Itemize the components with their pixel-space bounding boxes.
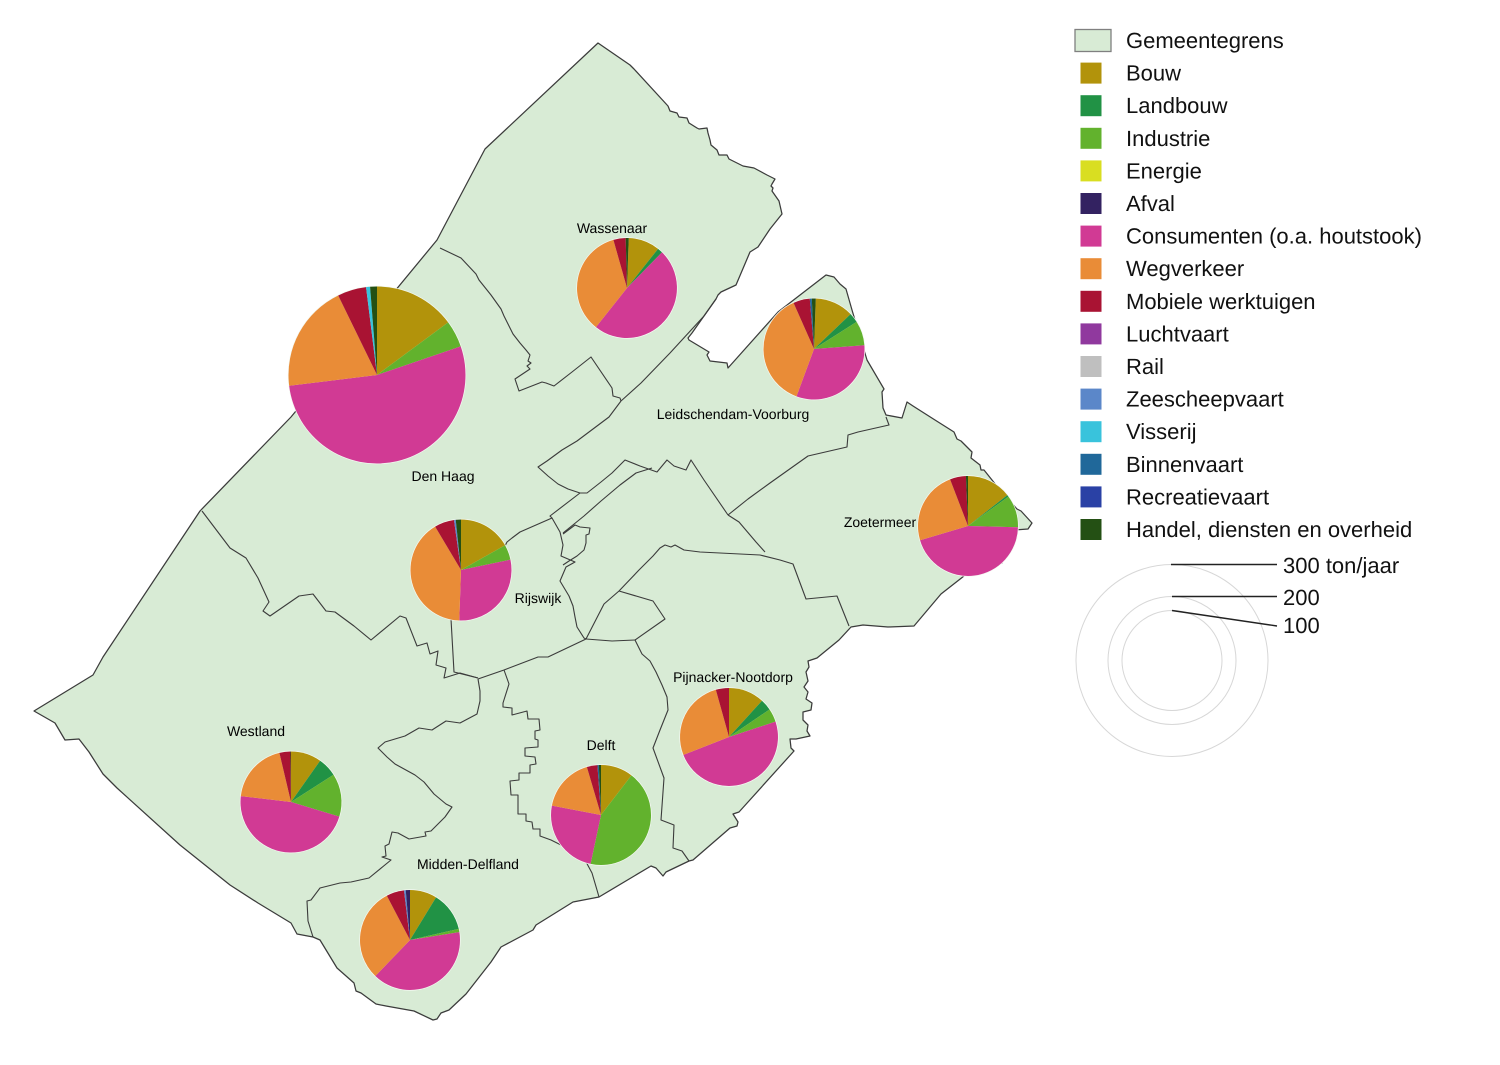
svg-text:Handel, diensten en overheid: Handel, diensten en overheid [1126, 517, 1412, 542]
svg-text:Landbouw: Landbouw [1126, 93, 1228, 118]
svg-text:Gemeentegrens: Gemeentegrens [1126, 28, 1284, 53]
svg-text:Westland: Westland [227, 723, 285, 739]
svg-text:Midden-Delfland: Midden-Delfland [417, 856, 519, 872]
svg-text:Wassenaar: Wassenaar [577, 220, 648, 236]
svg-text:300 ton/jaar: 300 ton/jaar [1283, 553, 1399, 578]
svg-text:Zeescheepvaart: Zeescheepvaart [1126, 387, 1284, 412]
svg-text:Mobiele werktuigen: Mobiele werktuigen [1126, 289, 1316, 314]
svg-text:Pijnacker-Nootdorp: Pijnacker-Nootdorp [673, 669, 793, 685]
svg-text:Den Haag: Den Haag [411, 468, 474, 484]
svg-text:Zoetermeer: Zoetermeer [844, 514, 917, 530]
svg-text:Visserij: Visserij [1126, 419, 1197, 444]
svg-text:Binnenvaart: Binnenvaart [1126, 452, 1243, 477]
svg-text:Rijswijk: Rijswijk [515, 590, 563, 606]
svg-text:Delft: Delft [587, 737, 616, 753]
svg-text:Bouw: Bouw [1126, 61, 1181, 86]
svg-text:Afval: Afval [1126, 191, 1175, 216]
svg-text:Rail: Rail [1126, 354, 1164, 379]
svg-text:Recreatievaart: Recreatievaart [1126, 484, 1269, 509]
svg-text:Industrie: Industrie [1126, 126, 1210, 151]
svg-text:Wegverkeer: Wegverkeer [1126, 256, 1244, 281]
svg-text:100: 100 [1283, 613, 1320, 638]
svg-text:200: 200 [1283, 585, 1320, 610]
svg-text:Energie: Energie [1126, 158, 1202, 183]
svg-text:Leidschendam-Voorburg: Leidschendam-Voorburg [657, 406, 810, 422]
svg-text:Luchtvaart: Luchtvaart [1126, 321, 1229, 346]
svg-text:Consumenten (o.a. houtstook): Consumenten (o.a. houtstook) [1126, 224, 1422, 249]
